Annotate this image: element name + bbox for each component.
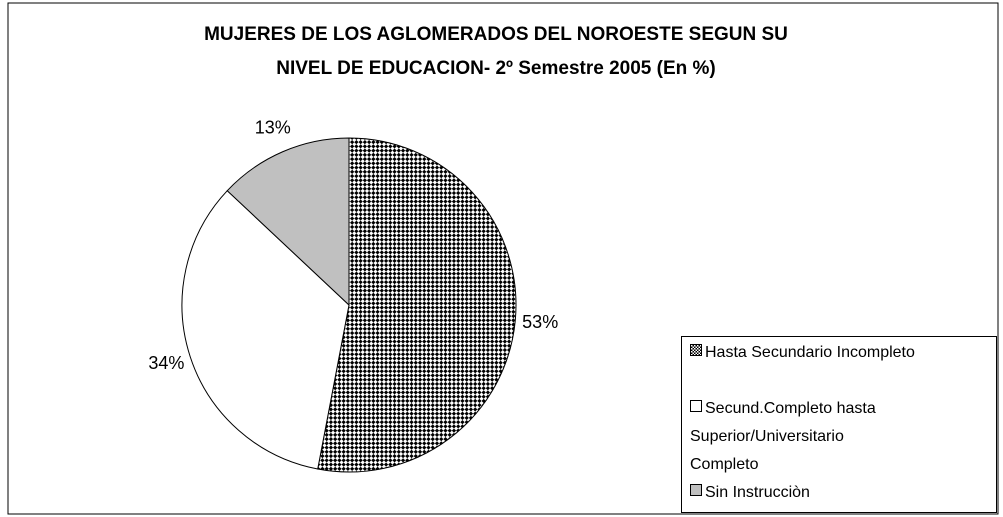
legend-swatch [690, 400, 702, 412]
pie-slice [226, 137, 350, 307]
legend-swatch [690, 344, 702, 356]
data-label: 13% [255, 117, 291, 137]
chart-title: NIVEL DE EDUCACION- 2º Semestre 2005 (En… [276, 58, 716, 79]
legend-swatch [690, 484, 702, 496]
legend-item: Hasta Secundario Incompleto [690, 339, 990, 367]
pie-slice [181, 189, 350, 470]
legend-label: Hasta Secundario Incompleto [705, 344, 915, 361]
legend-label: Sin Instrucciòn [705, 484, 810, 501]
legend-label: Secund.Completo hasta Superior/Universit… [690, 400, 876, 473]
pie-slice [317, 137, 517, 473]
data-label: 53% [522, 312, 558, 332]
chart-title: MUJERES DE LOS AGLOMERADOS DEL NOROESTE … [204, 24, 788, 45]
legend-item: Sin Instrucciòn [690, 479, 990, 507]
data-label: 34% [148, 353, 184, 373]
legend-item: Secund.Completo hasta Superior/Universit… [690, 395, 890, 479]
legend: Hasta Secundario Incompleto Secund.Comple… [681, 336, 997, 513]
